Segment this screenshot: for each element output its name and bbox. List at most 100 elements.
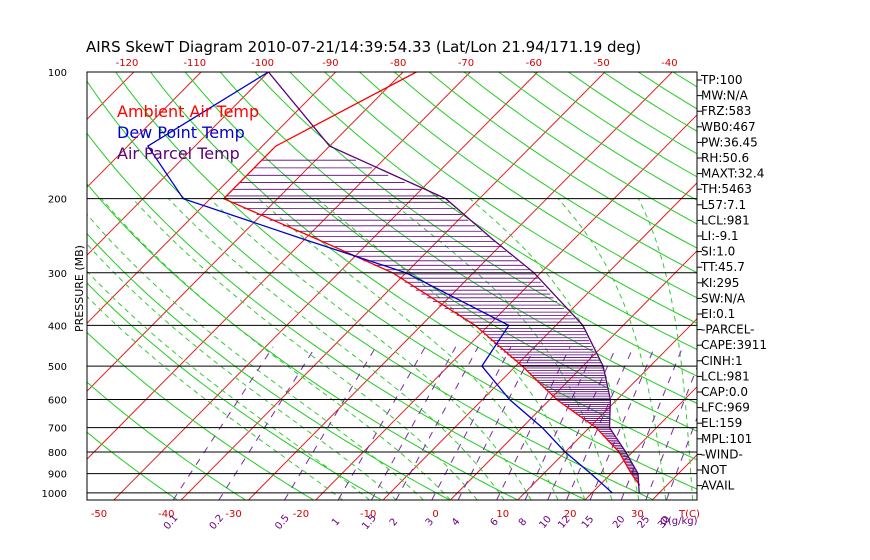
pressure-tick-label: 100 [48,68,67,79]
isotherm-line [517,318,697,500]
bottom-temp-tick-label: -20 [293,509,309,520]
cape-fill [226,159,639,484]
dry-adiabat-line [359,72,697,299]
mixing-ratio-line [566,346,634,500]
index-label: TH:5463 [700,182,752,196]
index-label: TT:45.7 [700,260,745,274]
ambient-temp-line [222,72,641,486]
parcel-temp-line [267,72,640,493]
index-label: MAXT:32.4 [701,167,764,181]
mixing-ratio-tick-label: 6 [489,516,502,528]
mixing-ratio-tick-label: 0.5 [273,513,292,532]
isotherm-line [787,72,870,500]
mixing-ratio-tick-label: 3 [424,516,437,528]
index-label: L57:7.1 [701,198,746,212]
pressure-tick-label: 700 [48,424,67,435]
mixing-ratio-tick-label: 0.2 [208,513,227,532]
mixing-ratio-line [284,346,377,500]
moist-adiabat-line [637,198,694,500]
isotherm-line [651,454,697,500]
pressure-tick-label: 800 [48,448,67,459]
moist-adiabat-line [168,198,505,500]
pressure-tick-label: 1000 [42,489,67,500]
bottom-temp-tick-label: -10 [360,509,376,520]
index-label: AVAIL [701,479,735,493]
index-label: MPL:101 [701,432,752,446]
index-label: FRZ:583 [701,104,751,118]
dry-adiabat-line [115,72,697,490]
top-temp-tick-label: -100 [251,58,274,69]
index-label: LI:-9.1 [701,229,739,243]
series-layer [146,72,641,494]
bottom-temp-tick-label: -40 [158,509,174,520]
mixing-ratio-tick-label: 2 [388,516,401,528]
index-label: SI:1.0 [701,245,735,259]
dry-adiabat-line [87,431,178,500]
mixing-ratio-line [589,346,656,500]
dry-adiabat-line [150,72,697,461]
mixing-ratio-line [218,346,316,500]
isotherm-line [87,72,135,120]
isotherm-line [87,72,337,324]
bottom-temp-tick-label: 30 [631,509,644,520]
dry-adiabat-line [87,132,587,500]
dry-adiabat-line [87,331,314,500]
index-label: LFC:969 [701,401,750,415]
index-label: MW:N/A [701,89,749,103]
moist-adiabat-line [132,198,478,500]
temp-unit-label: T(C) [678,509,700,520]
index-label: EI:0.1 [701,307,735,321]
mixing-ratio-tick-label: 8 [517,516,530,528]
moist-adiabat-line [87,243,397,500]
mixing-ratio-tick-label: 15 [580,514,597,531]
index-label: WB0:467 [701,120,756,134]
index-label: TP:100 [700,73,743,87]
index-label: LCL:981 [701,213,750,227]
top-temp-tick-label: -110 [183,58,206,69]
mixing-ratio-line [431,346,512,500]
isotherm-line [0,72,66,500]
isotherm-line [87,72,471,460]
isotherm-line [854,72,870,500]
isobars [87,198,697,494]
index-label: EL:159 [701,416,742,430]
bottom-temp-tick-label: 20 [564,509,577,520]
isotherm-line [449,250,697,500]
dry-adiabat-line [289,72,697,351]
bottom-temp-tick-label: 0 [432,509,438,520]
index-label: PW:36.45 [701,135,758,149]
dry-adiabat-line [87,381,246,500]
index-label: KI:295 [701,276,739,290]
index-label: LCL:981 [701,369,750,383]
mixing-ratio-line [371,346,457,500]
index-label: CAPE:3911 [701,338,767,352]
chart-legend: Ambient Air Temp Dew Point Temp Air Parcel… [117,102,259,163]
dry-adiabat-line [87,80,655,500]
top-temp-tick-label: -40 [661,58,677,69]
chart-title: AIRS SkewT Diagram 2010-07-21/14:39:54.3… [86,38,641,56]
dew-point-line [146,72,613,494]
top-temp-tick-label: -60 [526,58,542,69]
pressure-tick-label: 400 [48,321,67,332]
isotherm-line [180,72,606,500]
pressure-tick-label: 300 [48,269,67,280]
index-label: -PARCEL- [701,323,755,337]
dry-adiabat-line [324,72,697,324]
isotherm-line [87,72,404,392]
legend-entry: Dew Point Temp [117,123,245,142]
index-label: NOT [701,463,727,477]
mixing-ratio-unit-label: Q(g/kg) [660,516,698,527]
moist-adiabat-line [469,198,640,500]
mixing-ratio-tick-label: 10 [537,514,554,531]
mixing-ratio-line [524,346,597,500]
index-label: CINH:1 [701,354,743,368]
index-label: -WIND- [701,447,743,461]
mixing-ratio-tick-label: 1 [330,516,343,528]
mixing-ratio-line [457,346,536,500]
pressure-tick-label: 600 [48,395,67,406]
top-temp-tick-label: -80 [390,58,406,69]
mixing-ratio-line [620,346,684,500]
index-label: CAP:0.0 [701,385,748,399]
